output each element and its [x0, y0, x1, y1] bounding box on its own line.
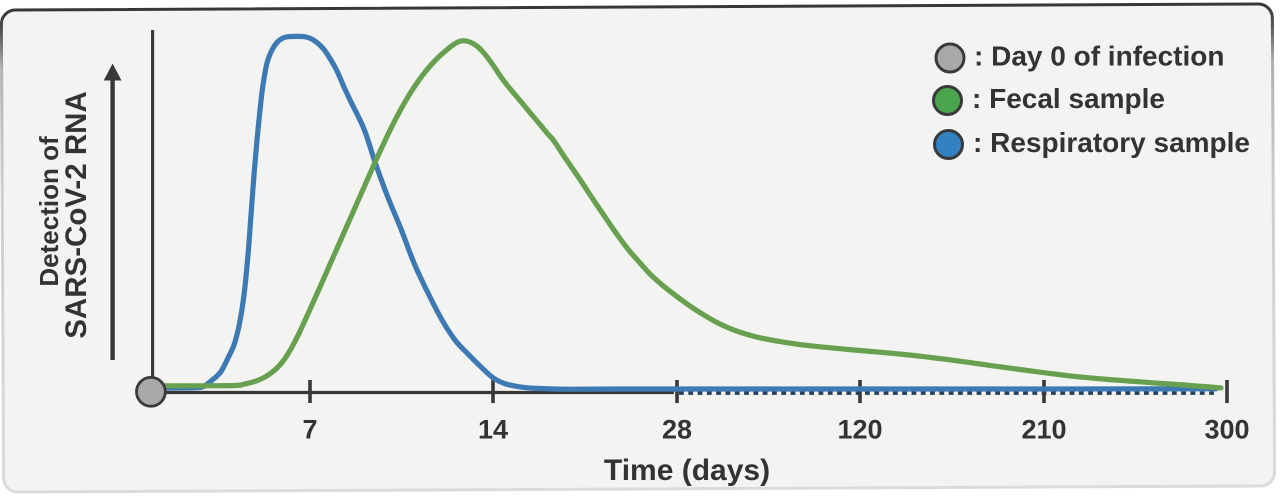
svg-text:SARS-CoV-2 RNA: SARS-CoV-2 RNA	[60, 91, 93, 339]
svg-text:120: 120	[837, 415, 882, 445]
svg-text:14: 14	[478, 415, 508, 445]
svg-text:7: 7	[302, 415, 317, 445]
svg-text:: Day 0 of infection: : Day 0 of infection	[974, 41, 1224, 72]
svg-text:: Fecal sample: : Fecal sample	[972, 83, 1165, 114]
svg-text:300: 300	[1204, 415, 1249, 445]
svg-text:Detection of: Detection of	[34, 136, 64, 287]
svg-text:28: 28	[662, 415, 692, 445]
svg-text:210: 210	[1021, 415, 1066, 445]
svg-text:Time (days): Time (days)	[604, 454, 770, 487]
svg-text:: Respiratory sample: : Respiratory sample	[973, 127, 1250, 158]
